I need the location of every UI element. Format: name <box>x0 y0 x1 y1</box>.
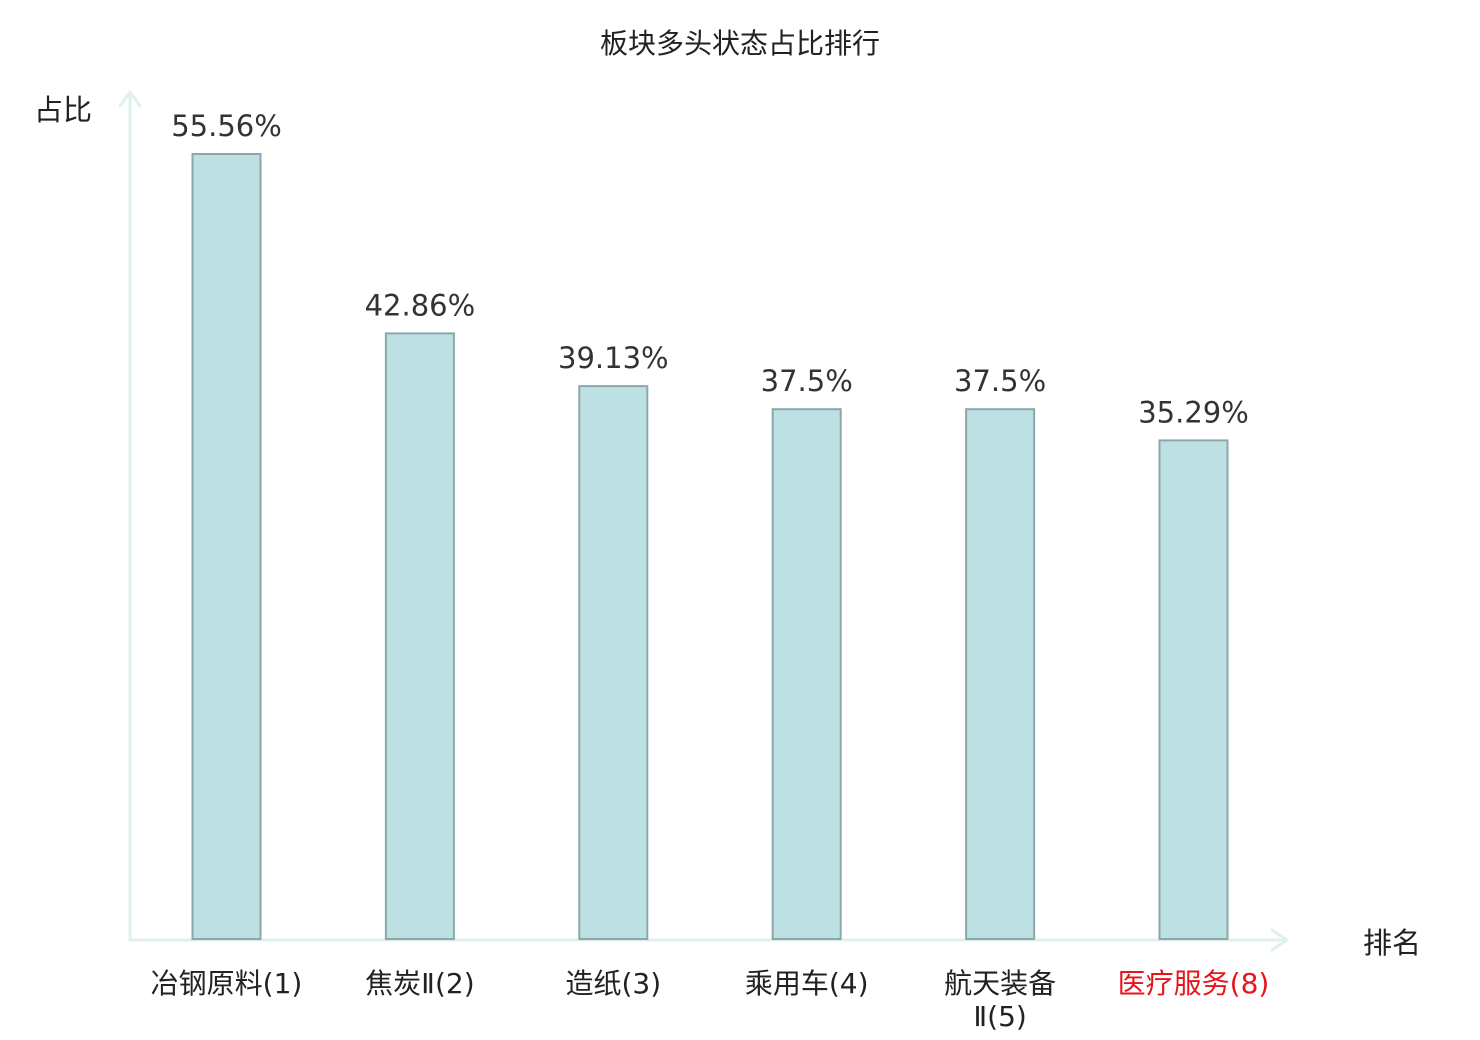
bars-group <box>191 153 1229 941</box>
y-axis <box>118 90 142 942</box>
category-label-5-line-1: 航天装备 <box>944 967 1056 1000</box>
bar-value-label-3: 39.13% <box>558 341 669 375</box>
category-label-6: 医疗服务(8) <box>1118 967 1270 1000</box>
category-label-2: 焦炭Ⅱ(2) <box>365 967 474 1000</box>
bar-5 <box>965 408 1036 940</box>
bar-2 <box>384 332 455 940</box>
bar-value-label-5: 37.5% <box>954 364 1046 398</box>
bar-6 <box>1158 439 1229 940</box>
y-axis-arrow <box>118 90 142 108</box>
category-label-4: 乘用车(4) <box>745 967 869 1000</box>
value-labels-group: 55.56% 42.86% 39.13% 37.5% 37.5% 35.29% <box>171 109 1249 429</box>
bar-3 <box>578 385 649 941</box>
bar-value-label-1: 55.56% <box>171 109 282 143</box>
bar-value-label-4: 37.5% <box>761 364 853 398</box>
x-axis-arrow <box>1270 928 1289 952</box>
category-label-3: 造纸(3) <box>565 967 661 1000</box>
y-axis-label: 占比 <box>34 93 92 127</box>
bar-4 <box>771 408 842 940</box>
bar-1 <box>191 153 262 940</box>
category-label-5-line-2: Ⅱ(5) <box>973 1000 1026 1033</box>
chart-title: 板块多头状态占比排行 <box>600 27 880 60</box>
category-label-1: 冶钢原料(1) <box>151 967 303 1000</box>
x-axis <box>128 928 1289 952</box>
bar-value-label-2: 42.86% <box>365 288 476 322</box>
bar-value-label-6: 35.29% <box>1138 395 1249 429</box>
x-axis-label: 排名 <box>1363 926 1421 960</box>
